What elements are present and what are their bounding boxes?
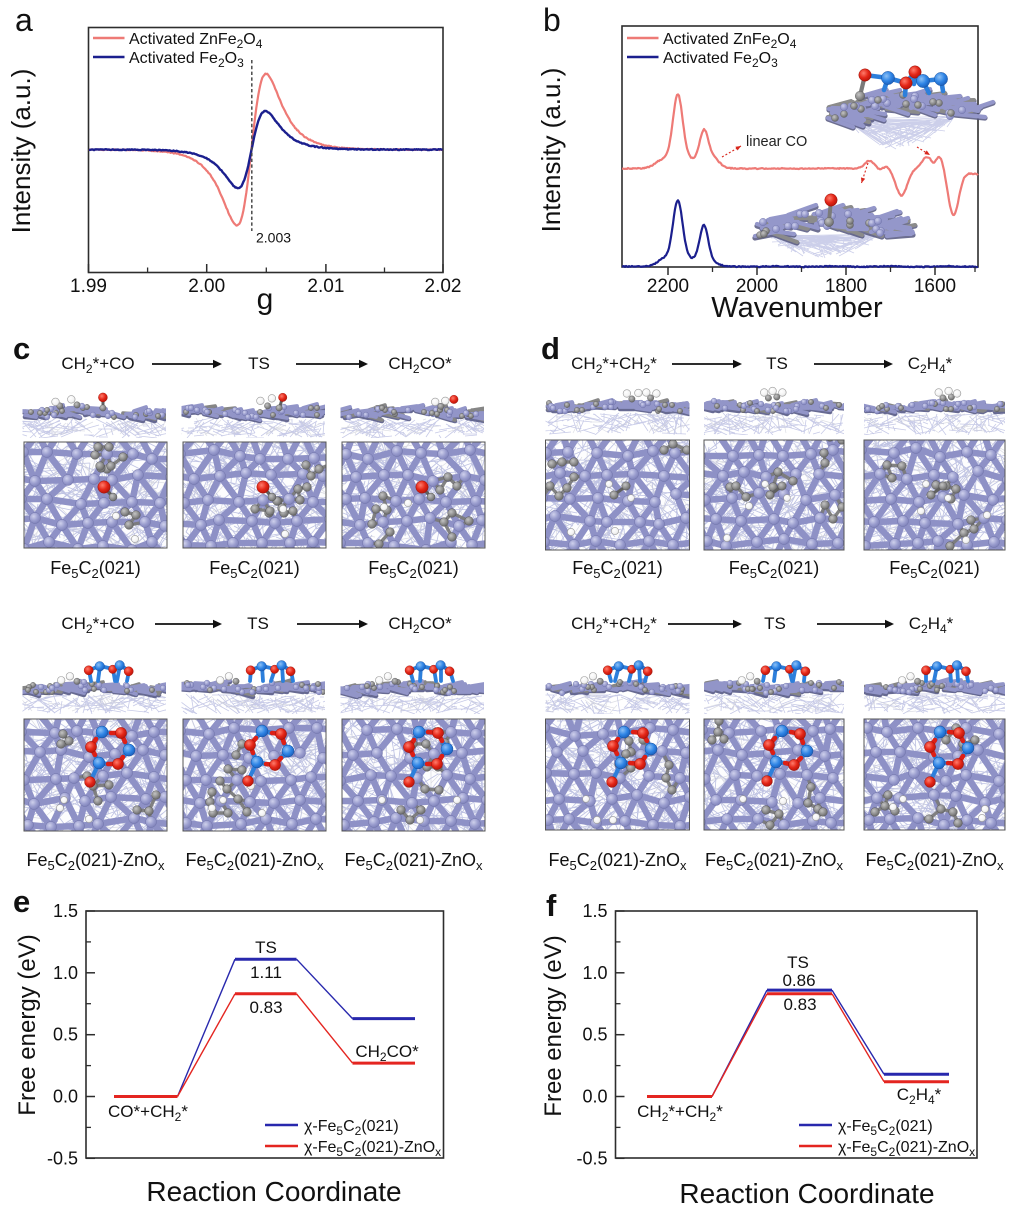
svg-text:Activated ZnFe2O4: Activated ZnFe2O4 (129, 31, 263, 51)
svg-text:Intensity (a.u.): Intensity (a.u.) (6, 69, 36, 234)
svg-text:Activated Fe2O3: Activated Fe2O3 (129, 50, 244, 70)
svg-text:Free energy (eV): Free energy (eV) (14, 934, 41, 1115)
svg-text:Fe5C2(021)-ZnOx: Fe5C2(021)-ZnOx (548, 850, 687, 873)
svg-text:CH2*+CH2*: CH2*+CH2* (571, 614, 657, 636)
svg-text:2000: 2000 (736, 276, 778, 297)
svg-text:C2H4*: C2H4* (897, 1085, 942, 1107)
svg-text:Fe5C2(021)-ZnOx: Fe5C2(021)-ZnOx (26, 850, 165, 873)
svg-text:0.5: 0.5 (53, 1025, 78, 1045)
svg-text:1800: 1800 (825, 276, 867, 297)
svg-text:TS: TS (764, 614, 786, 633)
svg-text:1.5: 1.5 (53, 901, 78, 921)
svg-text:CH2*+CO: CH2*+CO (61, 354, 134, 376)
svg-text:χ-Fe5C2(021): χ-Fe5C2(021) (304, 1118, 399, 1138)
svg-text:CH2CO*: CH2CO* (388, 354, 452, 376)
svg-text:e: e (13, 884, 30, 919)
svg-text:TS: TS (255, 938, 277, 957)
svg-text:0.86: 0.86 (782, 971, 815, 990)
svg-text:0.83: 0.83 (783, 995, 816, 1014)
svg-text:2.003: 2.003 (256, 230, 291, 246)
svg-text:CH2*+CH2*: CH2*+CH2* (637, 1102, 723, 1124)
svg-text:0.5: 0.5 (582, 1025, 607, 1045)
svg-text:f: f (546, 888, 557, 923)
svg-text:Intensity (a.u.): Intensity (a.u.) (536, 68, 566, 233)
svg-text:1.0: 1.0 (582, 963, 607, 983)
svg-text:C2H4*: C2H4* (909, 614, 954, 636)
svg-text:Fe5C2(021)-ZnOx: Fe5C2(021)-ZnOx (185, 850, 324, 873)
svg-text:2.00: 2.00 (188, 276, 225, 297)
svg-text:g: g (257, 283, 274, 316)
svg-text:CO*+CH2*: CO*+CH2* (108, 1102, 188, 1124)
svg-text:Free energy (eV): Free energy (eV) (540, 935, 567, 1116)
svg-text:Activated Fe2O3: Activated Fe2O3 (663, 50, 778, 70)
svg-text:CH2*+CO: CH2*+CO (61, 614, 134, 636)
svg-text:TS: TS (787, 953, 809, 972)
svg-text:1.5: 1.5 (582, 901, 607, 921)
svg-text:CH2CO*: CH2CO* (388, 614, 452, 636)
svg-text:1.11: 1.11 (250, 963, 282, 982)
svg-text:-0.5: -0.5 (47, 1148, 78, 1168)
svg-text:b: b (543, 2, 561, 38)
svg-text:TS: TS (247, 614, 269, 633)
svg-text:Fe5C2(021)-ZnOx: Fe5C2(021)-ZnOx (865, 850, 1004, 873)
svg-text:2.02: 2.02 (425, 276, 462, 297)
svg-text:0.0: 0.0 (582, 1087, 607, 1107)
svg-text:Activated ZnFe2O4: Activated ZnFe2O4 (663, 31, 797, 51)
svg-text:1600: 1600 (914, 276, 956, 297)
svg-text:Reaction Coordinate: Reaction Coordinate (679, 1178, 934, 1209)
svg-text:2.01: 2.01 (307, 276, 344, 297)
svg-text:c: c (13, 331, 30, 366)
svg-text:1.0: 1.0 (53, 963, 78, 983)
svg-text:linear CO: linear CO (746, 134, 807, 150)
svg-text:C2H4*: C2H4* (908, 354, 953, 376)
svg-text:0.0: 0.0 (53, 1087, 78, 1107)
svg-text:CH2*+CH2*: CH2*+CH2* (571, 354, 657, 376)
svg-text:χ-Fe5C2(021): χ-Fe5C2(021) (838, 1118, 933, 1138)
svg-text:-0.5: -0.5 (576, 1148, 607, 1168)
svg-text:d: d (541, 331, 560, 366)
svg-text:TS: TS (766, 354, 788, 373)
svg-text:a: a (15, 2, 33, 38)
svg-text:CH2CO*: CH2CO* (355, 1042, 419, 1064)
svg-text:Wavenumber: Wavenumber (711, 292, 883, 324)
svg-text:TS: TS (248, 354, 270, 373)
svg-text:Fe5C2(021)-ZnOx: Fe5C2(021)-ZnOx (344, 850, 483, 873)
svg-text:1.99: 1.99 (70, 276, 107, 297)
svg-text:Fe5C2(021)-ZnOx: Fe5C2(021)-ZnOx (705, 850, 844, 873)
svg-text:0.83: 0.83 (249, 998, 282, 1017)
svg-text:2200: 2200 (647, 276, 689, 297)
svg-text:Reaction Coordinate: Reaction Coordinate (146, 1176, 401, 1207)
